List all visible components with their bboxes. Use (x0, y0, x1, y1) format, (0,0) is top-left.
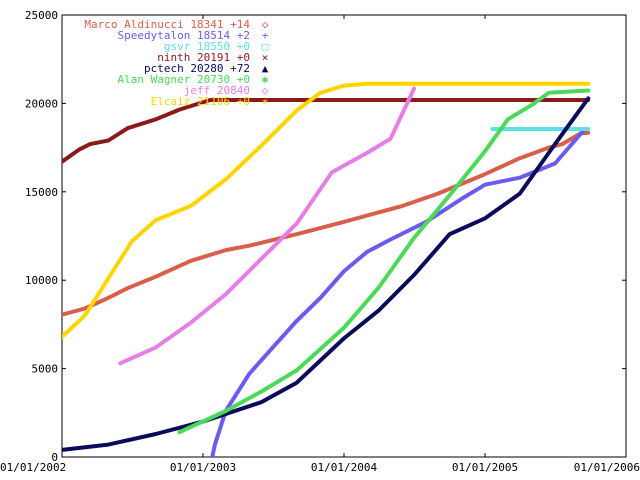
legend-marker: ◇ (262, 18, 269, 31)
legend-label: jeff 20840 (184, 84, 250, 97)
legend-label: Elcaiz 21106 +0 (151, 95, 250, 108)
legend-label: pctech 20280 +72 (144, 62, 250, 75)
legend-marker: + (262, 29, 269, 42)
series-line (118, 86, 417, 366)
legend-label: gsvr 18550 +0 (164, 40, 250, 53)
series-group (62, 81, 591, 457)
y-tick-label: 15000 (25, 186, 58, 199)
y-axis-ticks: 0 5000 10000 15000 20000 25000 (25, 9, 626, 464)
y-tick-label: 10000 (25, 274, 58, 287)
legend-marker: × (262, 51, 269, 64)
series-marker-trail (62, 83, 589, 338)
x-tick-label: 01/01/2003 (170, 461, 236, 474)
series-marker-trail (119, 88, 415, 364)
x-tick-label: 01/01/2006 (574, 461, 640, 474)
series-marker-trail (179, 89, 589, 433)
series-3 (62, 98, 591, 164)
legend-marker: ✶ (262, 95, 269, 108)
series-marker-trail (62, 97, 589, 451)
y-tick-label: 5000 (32, 363, 59, 376)
series-0 (62, 130, 591, 317)
legend-label: Marco Aldinucci 18341 +14 (84, 18, 250, 31)
series-6 (118, 86, 417, 366)
legend-label: Alan Wagner 20730 +0 (118, 73, 250, 86)
x-tick-label: 01/01/2004 (311, 461, 378, 474)
series-line (62, 81, 591, 339)
series-5 (177, 88, 591, 435)
legend-label: Speedytalon 18514 +2 (118, 29, 250, 42)
series-marker-trail (62, 131, 589, 316)
legend-marker: ✱ (262, 73, 269, 86)
legend: Marco Aldinucci 18341 +14 ◇ Speedytalon 18… (84, 18, 268, 108)
series-line (62, 98, 591, 164)
series-line (62, 96, 591, 452)
y-tick-label: 25000 (25, 9, 58, 22)
x-tick-label: 01/01/2005 (452, 461, 518, 474)
legend-marker: ◇ (262, 84, 269, 97)
series-7 (62, 81, 591, 339)
legend-marker: ▲ (262, 62, 269, 75)
y-tick-label: 0 (51, 451, 58, 464)
y-tick-label: 20000 (25, 97, 58, 110)
x-axis-ticks: 01/01/2002 01/01/2003 01/01/2004 01/01/2005… (0, 15, 640, 474)
legend-label: ninth 20191 +0 (157, 51, 250, 64)
series-1 (210, 127, 587, 457)
legend-marker: □ (262, 40, 269, 53)
series-4 (62, 96, 591, 452)
series-marker-trail (211, 129, 585, 457)
x-tick-label: 01/01/2002 (0, 461, 66, 474)
series-line (62, 130, 591, 317)
